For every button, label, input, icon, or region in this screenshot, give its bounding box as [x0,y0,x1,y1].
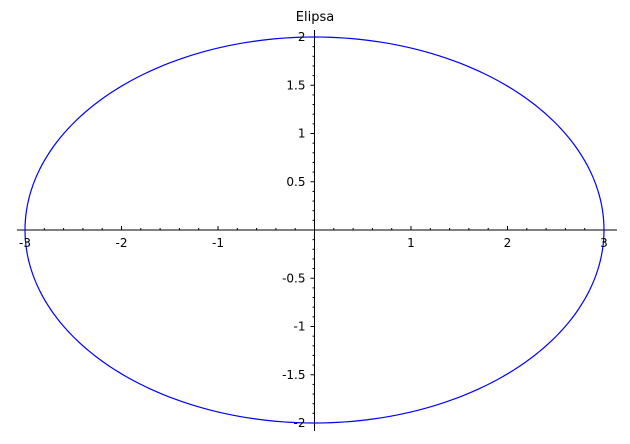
y-tick-label: -1 [294,320,306,334]
x-tick-label: 1 [407,236,415,250]
y-tick-label: -1.5 [282,368,305,382]
y-tick-label: 0.5 [286,175,305,189]
series-layer [24,36,605,424]
x-tick-label: -2 [116,236,128,250]
y-tick-label: 1 [298,127,306,141]
ellipse-series-line [24,36,605,424]
y-tick-label: 2 [298,30,306,44]
x-tick-label: 2 [504,236,512,250]
x-tick-label: 3 [600,236,608,250]
x-tick-label: -3 [19,236,31,250]
chart-title: Elipsa [296,10,334,25]
y-tick-label: -2 [294,416,306,430]
tick-labels: -3 -2 -1 1 2 3 2 1.5 1 0.5 -0.5 -1 -1.5 -2 [19,30,608,430]
y-tick-label: 1.5 [286,78,305,92]
axes [17,30,617,431]
y-tick-label: -0.5 [282,271,305,285]
x-tick-label: -1 [212,236,224,250]
